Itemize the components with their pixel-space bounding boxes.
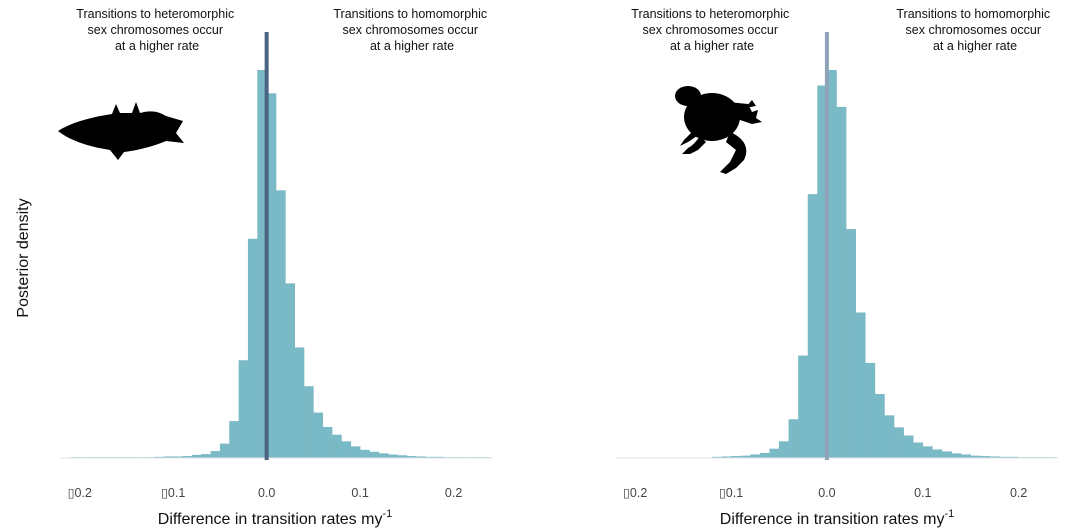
histogram-bar [201, 454, 211, 458]
histogram-bar [285, 283, 295, 458]
histogram-bar [922, 446, 933, 458]
right-x-ticks: ▯0.2 ▯0.1 0.0 0.1 0.2 [623, 486, 1027, 500]
histogram-bar [846, 229, 856, 458]
histogram-bar [855, 312, 866, 458]
histogram-bar [416, 456, 426, 458]
x-tick-label: ▯0.2 [68, 486, 92, 500]
right-annotation-heteromorphic: Transitions to heteromorphic sex chromos… [631, 7, 792, 53]
histogram-bar [769, 448, 780, 458]
left-annotation-heteromorphic: Transitions to heteromorphic sex chromos… [76, 7, 237, 53]
histogram-bar [817, 85, 828, 459]
histogram-bar [788, 419, 799, 458]
histogram-bar [360, 449, 370, 458]
histogram-bar [276, 190, 286, 458]
histogram-bar [332, 434, 342, 458]
histogram-bar [836, 106, 847, 459]
histogram-bar [304, 386, 314, 458]
histogram-bar [341, 441, 352, 458]
histogram-bar [903, 435, 914, 458]
histogram-bar [173, 456, 183, 458]
y-axis-label: Posterior density [15, 198, 32, 317]
histogram-bar [247, 238, 258, 458]
histogram-bar [397, 455, 408, 458]
x-tick-label: 0.1 [351, 486, 368, 500]
histogram-bar [932, 449, 943, 458]
histogram-bar [294, 347, 305, 458]
left-panel: ▯0.2 ▯0.1 0.0 0.1 0.2 Transitions to heterom… [58, 7, 492, 528]
left-x-ticks: ▯0.2 ▯0.1 0.0 0.1 0.2 [68, 486, 463, 500]
histogram-bar [884, 415, 895, 458]
histogram-bar [191, 454, 202, 458]
histogram-bar [182, 456, 193, 458]
histogram-bar [266, 93, 277, 458]
histogram-bar [163, 456, 174, 458]
histogram-bar [219, 443, 230, 458]
histogram-bar [750, 454, 761, 458]
histogram-bar [798, 355, 809, 458]
histogram-bar [980, 456, 991, 458]
histogram-bar [711, 456, 722, 458]
histogram-bar [740, 455, 751, 458]
right-panel: ▯0.2 ▯0.1 0.0 0.1 0.2 Transitions to heterom… [616, 7, 1058, 528]
histogram-bar [989, 456, 1000, 458]
x-tick-label: ▯0.2 [623, 486, 647, 500]
x-tick-label: 0.0 [818, 486, 835, 500]
histogram-bar [778, 441, 789, 458]
histogram-bar [154, 456, 165, 458]
histogram-bar [951, 453, 962, 458]
histogram-bar [257, 70, 267, 458]
histogram-bar [999, 456, 1010, 458]
x-tick-label: 0.2 [445, 486, 462, 500]
histogram-bar [874, 393, 885, 458]
histogram-bar [913, 442, 924, 458]
x-tick-label: ▯0.1 [719, 486, 743, 500]
histogram-bar [731, 456, 741, 458]
right-histogram-bars [711, 70, 1058, 459]
histogram-bar [388, 454, 398, 458]
frog-silhouette-icon [675, 86, 762, 174]
histogram-bar [721, 456, 732, 458]
histogram-bar [406, 456, 417, 458]
histogram-bar [894, 427, 904, 458]
histogram-bar [378, 453, 389, 458]
histogram-bar [807, 194, 818, 458]
x-tick-label: ▯0.1 [161, 486, 185, 500]
histogram-bar [229, 421, 239, 458]
histogram-bar [369, 451, 380, 458]
histogram-bar [961, 454, 972, 458]
histogram-bar [759, 452, 770, 458]
histogram-bar [313, 412, 324, 458]
right-x-axis-label: Difference in transition rates my-1 [720, 508, 954, 528]
histogram-bar [350, 446, 361, 458]
x-tick-label: 0.0 [258, 486, 275, 500]
histogram-bar [210, 451, 221, 458]
histogram-bar [826, 70, 837, 458]
histogram-bar [238, 360, 249, 458]
fish-silhouette-icon [58, 102, 184, 160]
x-tick-label: 0.1 [914, 486, 931, 500]
left-annotation-homomorphic: Transitions to homomorphic sex chromosom… [333, 7, 490, 53]
histogram-bar [425, 456, 436, 458]
histogram-bar [941, 451, 952, 458]
right-annotation-homomorphic: Transitions to homomorphic sex chromosom… [896, 7, 1053, 53]
histogram-bar [322, 426, 333, 458]
x-tick-label: 0.2 [1010, 486, 1027, 500]
left-x-axis-label: Difference in transition rates my-1 [158, 508, 392, 528]
histogram-bar [970, 455, 981, 458]
histogram-bar [865, 362, 876, 458]
histogram-bar [434, 456, 445, 458]
left-histogram-bars [70, 70, 492, 458]
histogram-bar [1009, 456, 1019, 458]
